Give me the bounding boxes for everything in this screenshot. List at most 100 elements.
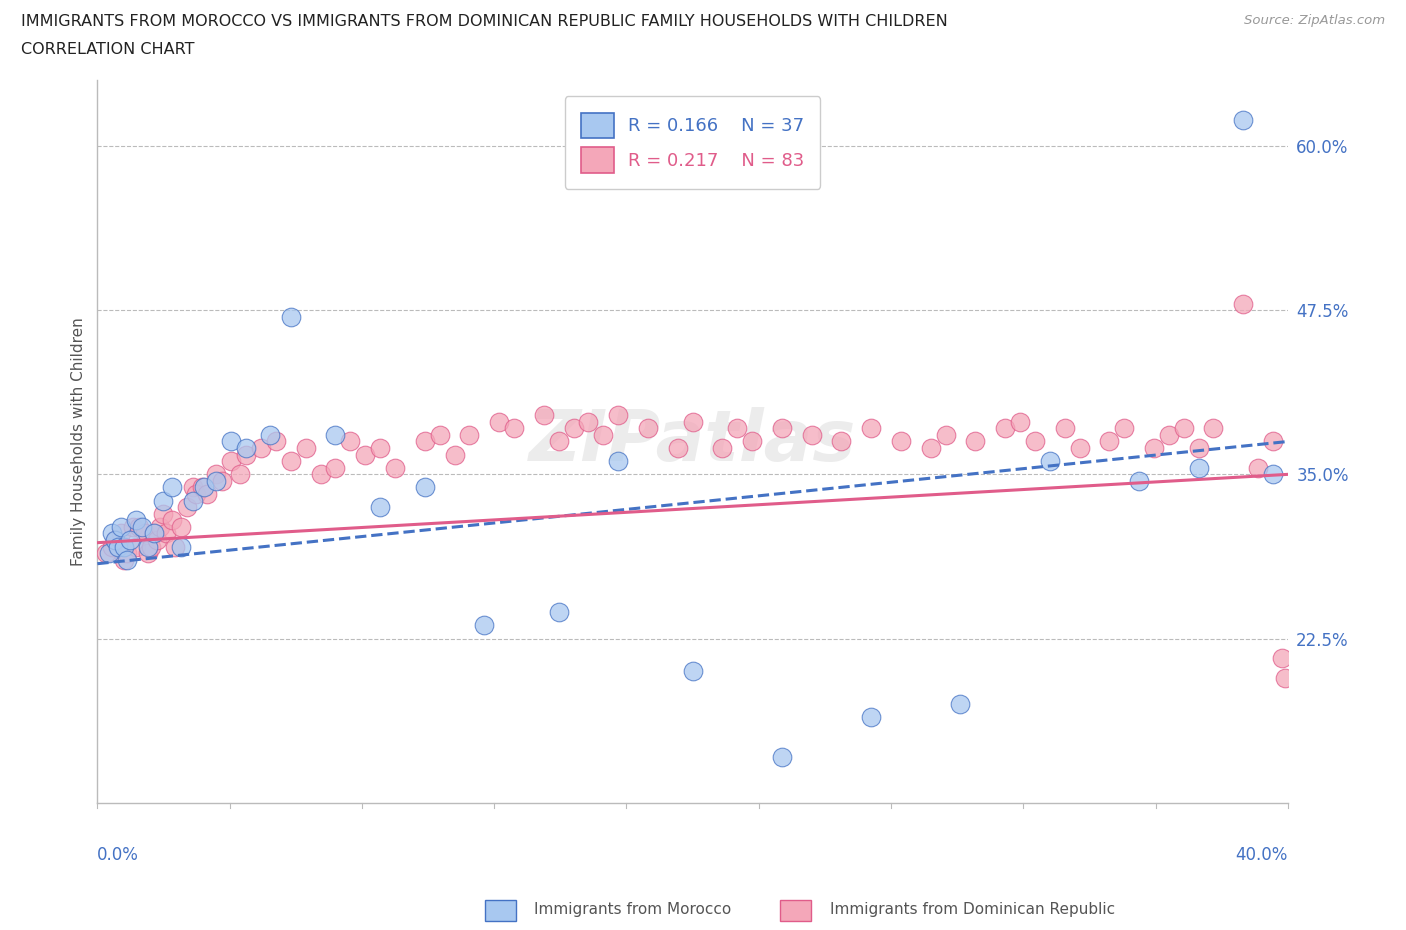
Point [666,441,689,456]
Point [1261,434,1284,449]
Point [110,526,132,541]
Point [235,447,257,462]
Text: 0.0%: 0.0% [97,846,139,864]
Point [181,480,204,495]
Point [160,480,183,495]
Point [935,428,957,443]
Point [104,533,127,548]
Point [1173,421,1195,436]
Point [211,473,233,488]
Point [725,421,748,436]
Point [128,520,150,535]
Point [125,513,148,528]
Point [1157,428,1180,443]
Point [309,467,332,482]
Point [115,552,138,567]
Point [120,533,142,548]
Point [472,618,495,633]
Point [384,460,406,475]
Point [592,428,614,443]
Point [170,520,193,535]
Point [325,428,347,443]
Point [1247,460,1270,475]
Point [280,309,302,324]
Point [1114,421,1136,436]
Point [860,710,883,724]
Point [219,434,242,449]
Point [770,750,793,764]
Point [1128,473,1150,488]
Point [250,441,273,456]
Point [1098,434,1121,449]
Point [163,539,186,554]
Point [578,415,600,430]
Point [181,493,204,508]
Point [101,526,124,541]
Point [219,454,242,469]
Point [155,526,177,541]
Point [547,434,569,449]
Point [197,486,219,501]
Legend: R = 0.166    N = 37, R = 0.217    N = 83: R = 0.166 N = 37, R = 0.217 N = 83 [565,97,821,189]
Point [413,480,436,495]
Point [682,415,704,430]
Point [142,526,165,541]
Point [800,428,823,443]
Text: CORRELATION CHART: CORRELATION CHART [21,42,194,57]
Point [1069,441,1091,456]
Point [1202,421,1225,436]
Point [339,434,361,449]
Point [994,421,1017,436]
Point [142,526,165,541]
Point [104,533,127,548]
Point [101,539,124,554]
Point [190,480,212,495]
Text: ZIPatlas: ZIPatlas [529,407,856,476]
Point [235,441,257,456]
Point [131,520,153,535]
Point [146,533,169,548]
Point [149,520,172,535]
Point [1232,296,1254,311]
Point [547,604,569,619]
Point [184,486,207,501]
Point [1039,454,1062,469]
Point [152,493,174,508]
Point [112,539,135,554]
Point [134,526,156,541]
Point [125,539,148,554]
Point [325,460,347,475]
Point [682,664,704,679]
Point [562,421,585,436]
Text: Source: ZipAtlas.com: Source: ZipAtlas.com [1244,14,1385,27]
Y-axis label: Family Households with Children: Family Households with Children [72,317,86,565]
Point [110,520,132,535]
Point [890,434,912,449]
Point [711,441,734,456]
Point [637,421,659,436]
Point [1187,441,1209,456]
Text: 40.0%: 40.0% [1236,846,1288,864]
Point [354,447,377,462]
Point [860,421,883,436]
Point [1232,113,1254,127]
Point [368,441,391,456]
Point [1143,441,1166,456]
Point [294,441,316,456]
Point [533,407,555,422]
Point [1008,415,1031,430]
Point [920,441,942,456]
Point [112,552,135,567]
Point [98,546,121,561]
Point [160,513,183,528]
Point [264,434,287,449]
Point [607,454,630,469]
Point [152,506,174,521]
Point [830,434,852,449]
Point [193,480,215,495]
Point [205,473,228,488]
Point [443,447,465,462]
Point [280,454,302,469]
Text: Immigrants from Morocco: Immigrants from Morocco [534,902,731,917]
Text: IMMIGRANTS FROM MOROCCO VS IMMIGRANTS FROM DOMINICAN REPUBLIC FAMILY HOUSEHOLDS : IMMIGRANTS FROM MOROCCO VS IMMIGRANTS FR… [21,14,948,29]
